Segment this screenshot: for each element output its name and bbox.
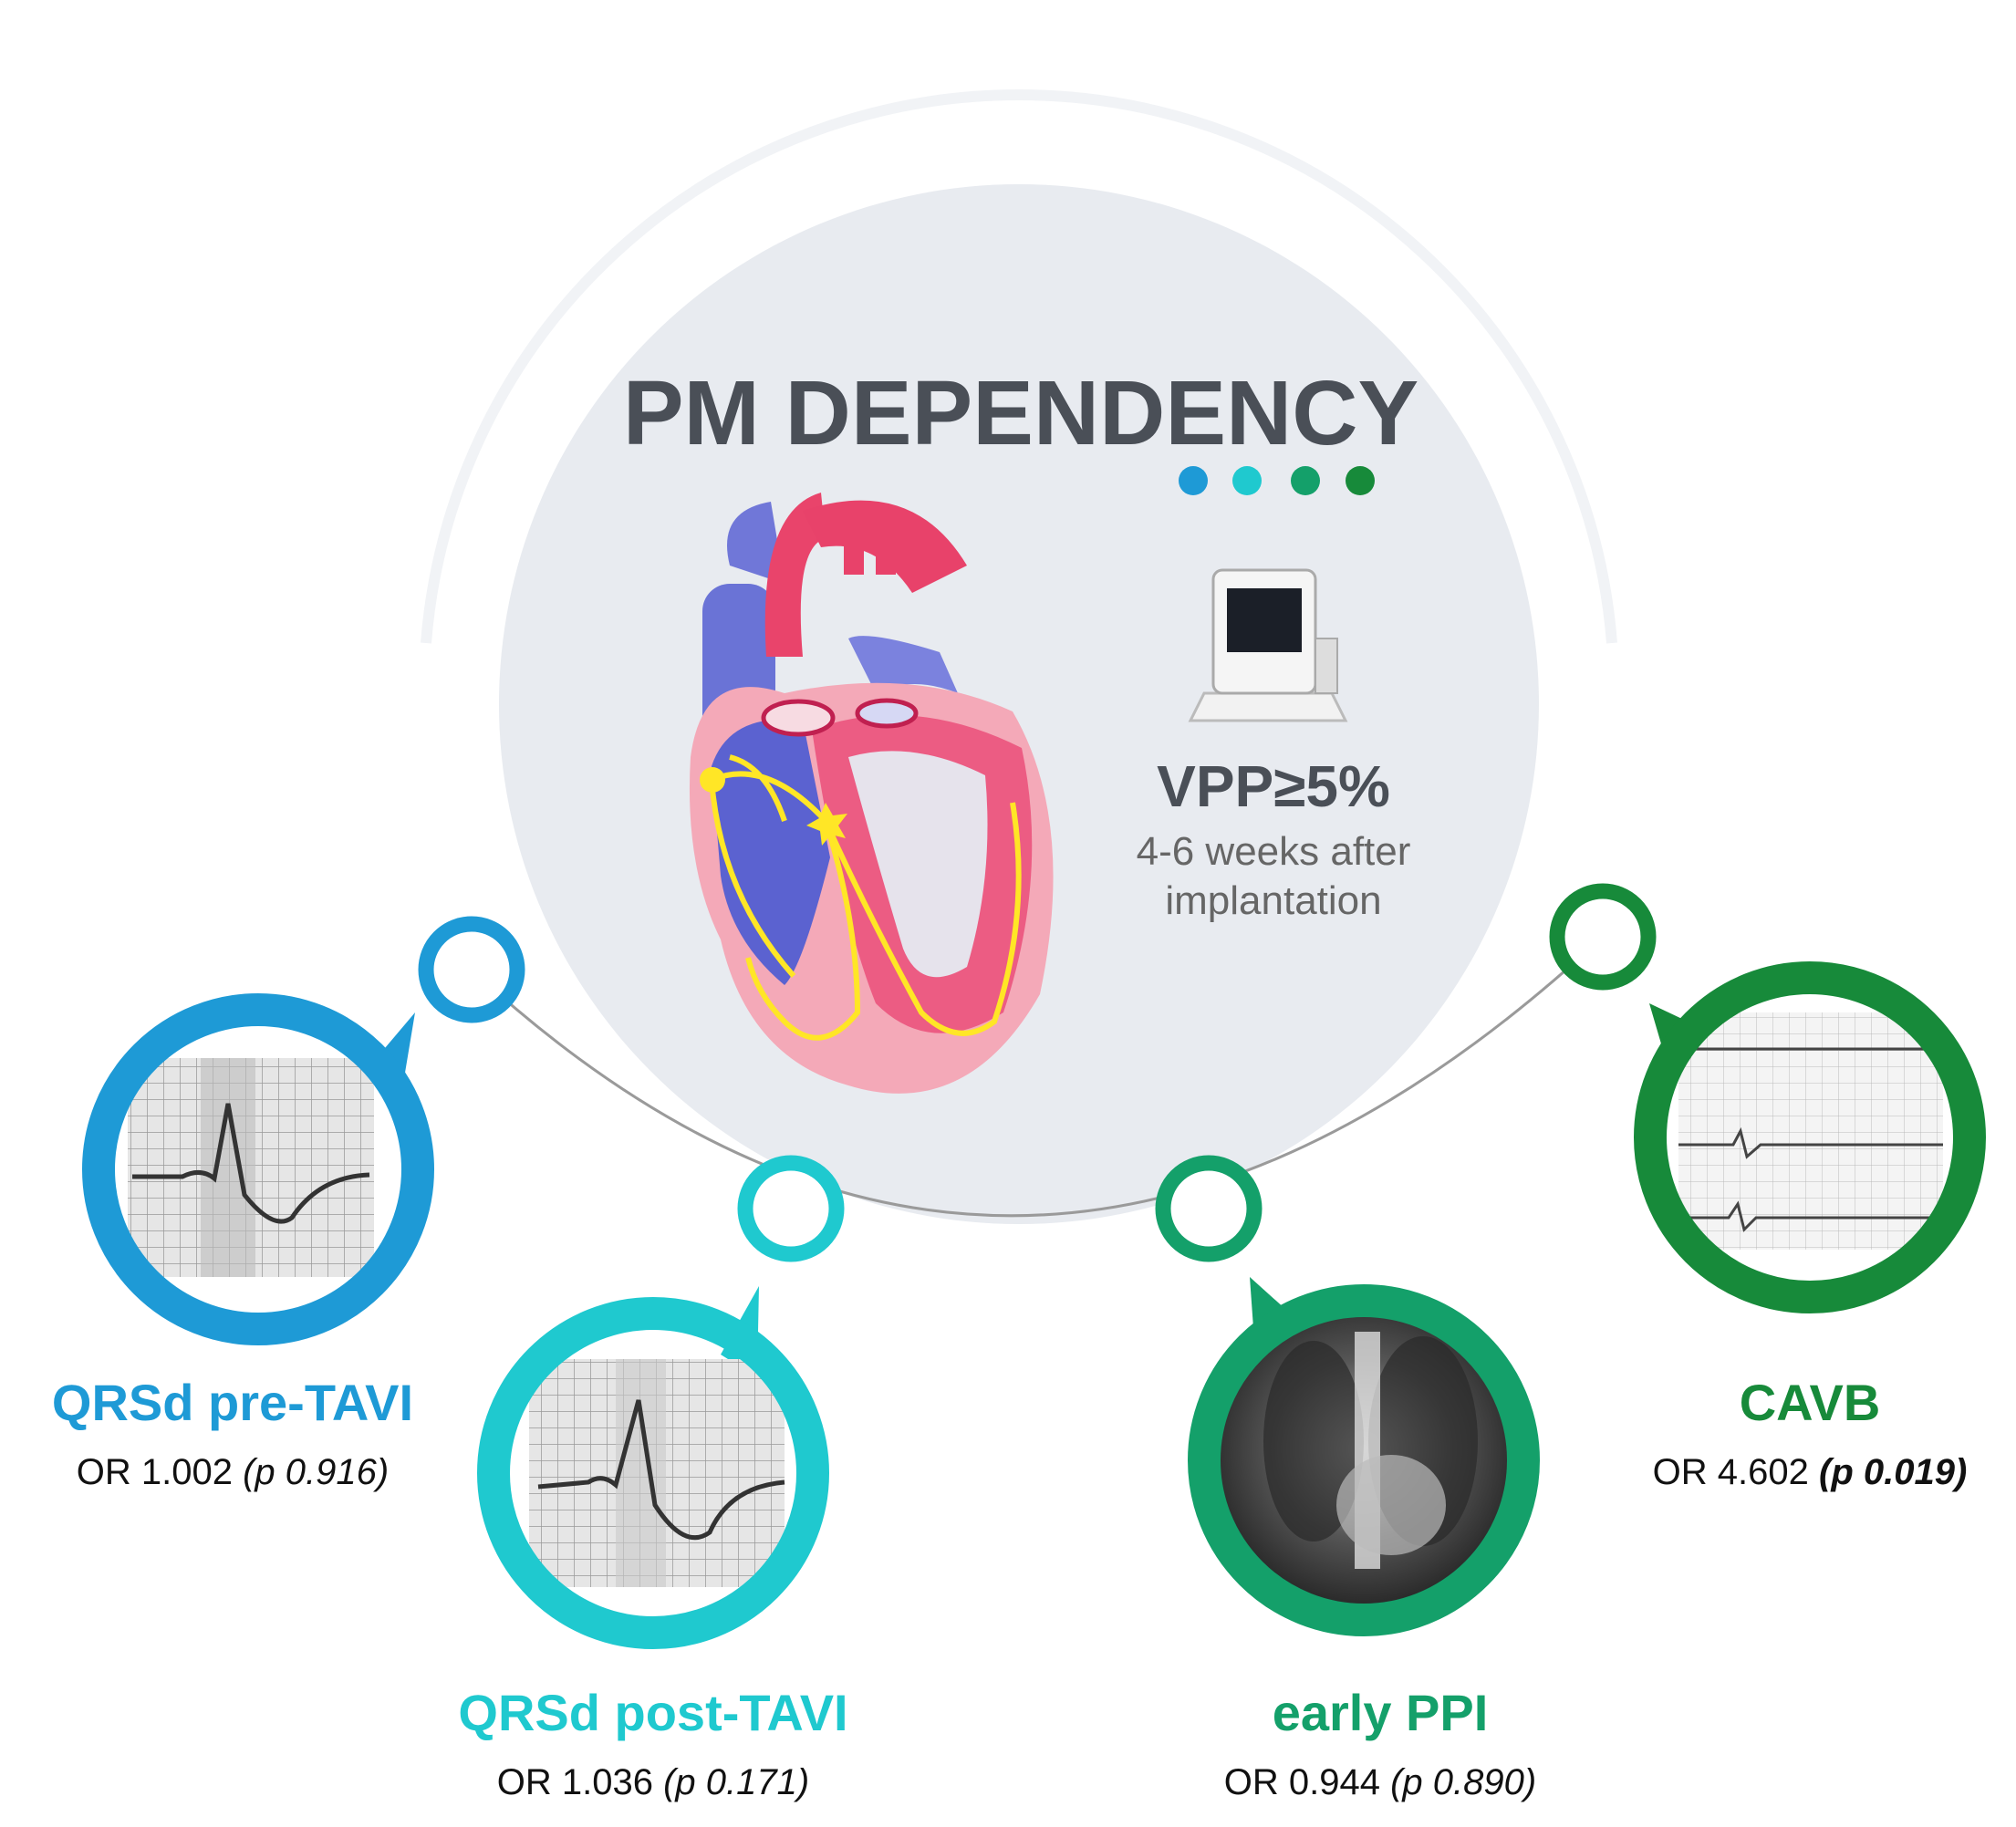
connector-curve: [470, 935, 1605, 1218]
factor-post-tavi: QRSd post-TAVI OR 1.036 (p 0.171): [458, 1286, 848, 1802]
factor-stat: OR 1.036 (p 0.171): [497, 1762, 809, 1802]
odds-ratio: OR 4.602: [1653, 1452, 1809, 1492]
factor-stat: OR 4.602 (p 0.019): [1653, 1452, 1968, 1492]
dots: [1179, 466, 1375, 495]
monitor-device: [1188, 568, 1348, 722]
odds-ratio: OR 1.036: [497, 1762, 653, 1802]
p-value: (p 0.171): [663, 1762, 809, 1802]
factor-name: early PPI: [1273, 1684, 1489, 1741]
title: PM DEPENDENCY: [623, 362, 1418, 464]
p-value: (p 0.890): [1390, 1762, 1536, 1802]
factor-name: CAVB: [1740, 1374, 1881, 1431]
factor-stat: OR 1.002 (p 0.916): [77, 1452, 389, 1492]
criterion-label: VPP≥5%: [1157, 753, 1390, 819]
criterion-detail: 4-6 weeks after: [1137, 829, 1411, 874]
p-value: (p 0.019): [1819, 1452, 1967, 1492]
factor-early-ppi: early PPI OR 0.944 (p 0.890): [1188, 1277, 1540, 1802]
criterion-detail: implantation: [1165, 878, 1381, 923]
small-rings: [418, 883, 1657, 1262]
outer-arc: [421, 89, 1617, 644]
heart-illustration: [689, 493, 1054, 1094]
factor-cavb: CAVB OR 4.602 (p 0.019): [1634, 961, 1986, 1492]
odds-ratio: OR 1.002: [77, 1452, 233, 1492]
p-value: (p 0.916): [243, 1452, 389, 1492]
factor-name: QRSd post-TAVI: [458, 1684, 847, 1741]
center-circle: [499, 184, 1539, 1224]
factor-pre-tavi: QRSd pre-TAVI OR 1.002 (p 0.916): [52, 993, 434, 1492]
factor-stat: OR 0.944 (p 0.890): [1224, 1762, 1536, 1802]
odds-ratio: OR 0.944: [1224, 1762, 1380, 1802]
factor-name: QRSd pre-TAVI: [52, 1374, 413, 1431]
